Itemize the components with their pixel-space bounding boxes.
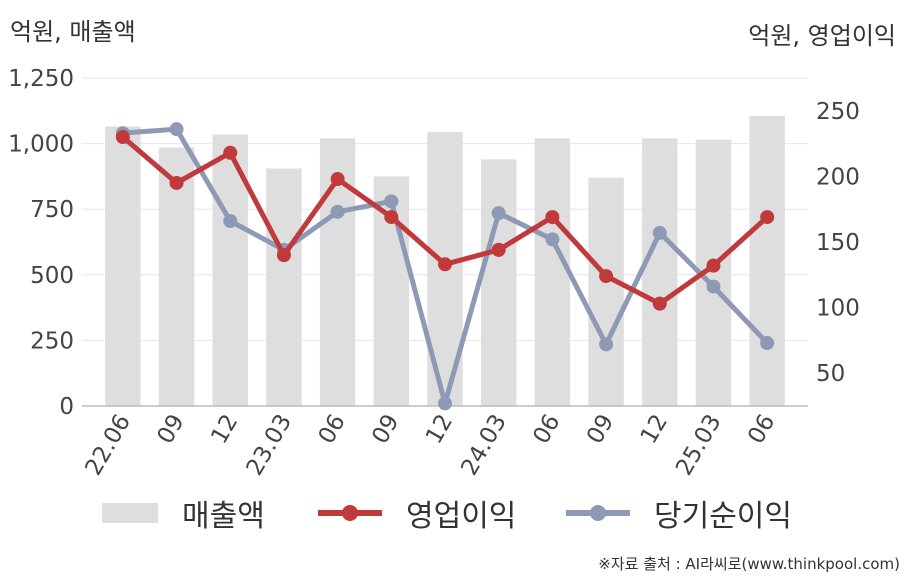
net-income-point [599,337,614,352]
left-tick-label: 1,250 [8,66,74,92]
net-income-point [169,122,184,137]
right-tick-label: 150 [816,230,860,256]
left-tick-label: 750 [30,197,74,223]
profit-lines [115,122,775,411]
revenue-bar [642,138,678,407]
x-tick-label: 23.03 [242,410,297,480]
operating-profit-point [330,172,345,187]
operating-profit-point [438,257,452,272]
legend-swatch-operating-profit [318,505,382,521]
legend-label-operating-profit: 영업이익 [406,499,517,534]
legend-swatch-net-income [566,505,630,521]
revenue-bar [158,147,195,406]
operating-profit-point [276,248,291,263]
net-income-point [330,204,345,219]
net-income-point [223,214,238,229]
revenue-bars [105,116,785,407]
net-income-point [438,396,452,411]
operating-profit-point [223,145,238,160]
operating-profit-point [599,269,614,284]
operating-profit-point [384,210,399,225]
left-axis-unit: 억원, 매출액 [10,18,136,46]
right-axis-unit: 억원, 영업이익 [748,22,896,50]
x-tick-label: 22.06 [81,410,136,480]
operating-profit-point [706,258,721,273]
source-note: ※자료 출처 : AI라씨로(www.thinkpool.com) [598,555,900,573]
net-income-point [706,279,721,294]
legend-item-operating-profit: 영업이익 [318,493,517,534]
operating-profit-point [491,242,506,257]
x-tick-label: 12 [636,410,673,448]
left-tick-label: 250 [30,328,74,354]
right-tick-label: 100 [816,296,860,322]
operating-profit-point [652,296,667,311]
operating-profit-point [115,130,130,145]
x-tick-label: 09 [367,410,404,448]
x-tick-label: 09 [582,410,619,448]
revenue-bar [266,168,302,406]
x-tick-label: 06 [743,410,780,448]
net-income-point [760,336,775,351]
left-tick-label: 1,000 [8,132,74,158]
legend-swatch-revenue [102,503,158,523]
right-tick-label: 250 [816,99,860,125]
revenue-bar [749,116,785,406]
x-tick-label: 24.03 [456,410,511,480]
left-y-axis-ticks: 0 250 500 750 1,000 1,250 [8,66,74,420]
right-tick-label: 200 [816,164,860,190]
operating-profit-point [545,210,560,225]
x-tick-label: 06 [314,410,351,448]
revenue-bar [480,159,517,406]
net-income-point [545,232,560,247]
revenue-bar [105,126,141,406]
net-income-point [384,194,399,209]
revenue-bar [534,138,571,407]
x-tick-label: 09 [153,410,190,448]
right-tick-label: 50 [816,361,845,387]
x-tick-label: 12 [421,410,458,448]
net-income-point [652,225,667,240]
legend-label-net-income: 당기순이익 [654,499,792,534]
left-tick-label: 0 [59,394,74,420]
legend-item-net-income: 당기순이익 [566,493,792,534]
x-tick-label: 25.03 [671,410,726,480]
net-income-point [491,206,506,221]
operating-profit-point [760,210,775,225]
x-tick-label: 06 [528,410,565,448]
right-y-axis-ticks: 50 100 150 200 250 [816,99,860,387]
x-tick-label: 12 [206,410,243,448]
left-tick-label: 500 [30,263,74,289]
operating-profit-point [169,175,184,190]
revenue-bar [588,177,624,406]
legend-item-revenue: 매출액 [102,493,265,534]
legend-label-revenue: 매출액 [182,499,265,534]
